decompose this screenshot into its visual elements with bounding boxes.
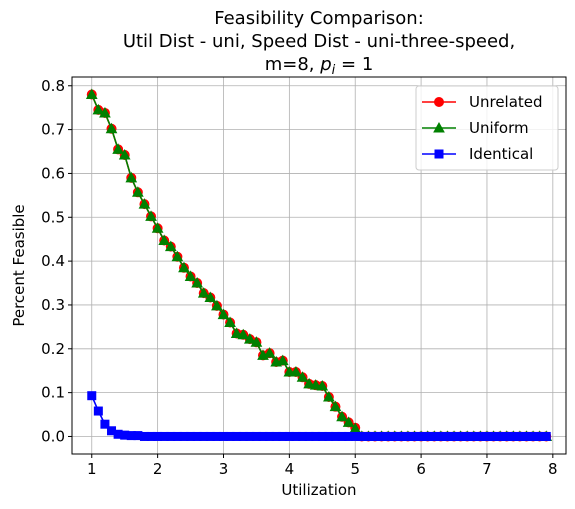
data-point-identical <box>100 419 110 429</box>
data-point-uniform <box>158 234 171 246</box>
title-line-3-prefix: m=8, <box>265 54 321 75</box>
data-point-uniform <box>211 299 223 311</box>
y-tick-label: 0.0 <box>41 427 65 445</box>
series-layer <box>85 88 553 442</box>
ticks: 1 2 3 4 5 6 7 8 0.0 0.1 0.2 0.3 0.4 0.5 0.6 0.7 0.8 <box>41 77 557 478</box>
title-line-3: m=8, pi = 1 <box>265 54 374 78</box>
grid <box>72 77 566 454</box>
data-point-uniform <box>230 327 243 338</box>
x-axis-label: Utilization <box>281 481 356 499</box>
data-point-uniform <box>164 240 177 252</box>
title-math-sub: i <box>332 63 336 78</box>
title-line-2: Util Dist - uni, Speed Dist - uni-three-… <box>123 31 515 52</box>
title-line-3-suffix: = 1 <box>335 54 373 75</box>
y-axis-label: Percent Feasible <box>10 204 28 326</box>
legend-item-uniform: Uniform <box>422 119 529 137</box>
data-point-uniform <box>263 347 276 358</box>
data-point-uniform <box>336 410 348 422</box>
legend-marker-unrelated <box>434 97 444 107</box>
legend-item-unrelated: Unrelated <box>422 93 543 111</box>
data-point-uniform <box>138 198 151 209</box>
data-point-uniform <box>276 354 289 366</box>
data-point-uniform <box>125 171 138 183</box>
y-tick-label: 0.1 <box>41 384 65 402</box>
data-point-identical <box>87 391 97 401</box>
data-point-uniform <box>303 377 315 389</box>
y-tick-label: 0.7 <box>41 121 65 139</box>
x-tick-label: 3 <box>219 460 229 478</box>
legend-box <box>415 85 559 171</box>
x-tick-label: 5 <box>350 460 360 478</box>
series-identical <box>87 391 551 441</box>
data-point-uniform <box>191 277 203 288</box>
y-tick-label: 0.4 <box>41 252 65 270</box>
x-tick-label: 7 <box>482 460 492 478</box>
data-point-uniform <box>250 336 263 347</box>
x-tick-label: 6 <box>416 460 426 478</box>
data-point-uniform <box>309 379 322 390</box>
data-point-uniform <box>105 122 118 134</box>
y-tick-label: 0.6 <box>41 164 65 182</box>
legend-marker-identical <box>434 149 444 159</box>
data-point-uniform <box>184 270 197 281</box>
data-point-uniform <box>197 287 210 298</box>
legend-item-identical: Identical <box>422 145 533 163</box>
data-point-uniform <box>224 316 236 327</box>
data-point-uniform <box>296 371 309 382</box>
data-point-uniform <box>145 210 157 221</box>
x-tick-label: 2 <box>153 460 163 478</box>
data-point-uniform <box>217 308 230 320</box>
x-tick-label: 1 <box>87 460 97 478</box>
data-point-identical <box>541 431 551 441</box>
title-math-var: p <box>319 54 331 75</box>
chart-title: Feasibility Comparison: Util Dist - uni,… <box>123 8 515 78</box>
data-point-uniform <box>132 186 144 197</box>
data-point-uniform <box>99 106 111 118</box>
data-point-uniform <box>237 328 250 340</box>
data-point-uniform <box>342 416 355 427</box>
data-point-uniform <box>118 149 131 160</box>
legend-marker-uniform <box>433 121 445 133</box>
legend-label-uniform: Uniform <box>469 119 529 137</box>
data-point-uniform <box>204 291 217 303</box>
legend-label-identical: Identical <box>469 145 533 163</box>
plot-frame <box>71 76 567 455</box>
x-tick-label: 4 <box>285 460 295 478</box>
data-point-uniform <box>178 261 190 273</box>
legend-entries: Unrelated Uniform Identical <box>422 93 543 163</box>
data-point-uniform <box>329 400 342 412</box>
data-point-uniform <box>243 333 256 344</box>
y-tick-label: 0.8 <box>41 77 65 95</box>
data-point-uniform <box>151 222 164 233</box>
legend: Unrelated Uniform Identical <box>415 85 559 171</box>
y-tick-label: 0.2 <box>41 340 65 358</box>
data-point-uniform <box>316 380 329 391</box>
data-point-uniform <box>92 103 105 115</box>
data-point-uniform <box>171 250 184 262</box>
title-line-1: Feasibility Comparison: <box>214 8 424 29</box>
data-point-uniform <box>112 143 124 154</box>
data-point-uniform <box>290 365 302 377</box>
data-point-identical <box>93 406 103 416</box>
y-tick-label: 0.3 <box>41 296 65 314</box>
data-point-uniform <box>85 88 98 100</box>
data-point-uniform <box>323 390 335 402</box>
y-tick-label: 0.5 <box>41 208 65 226</box>
x-tick-label: 8 <box>548 460 558 478</box>
legend-label-unrelated: Unrelated <box>469 93 543 111</box>
